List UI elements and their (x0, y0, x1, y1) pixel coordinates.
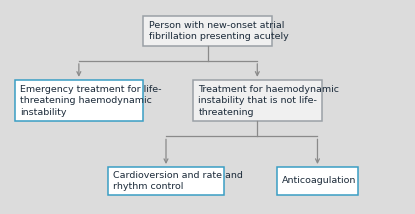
FancyBboxPatch shape (108, 167, 224, 195)
FancyBboxPatch shape (193, 80, 322, 122)
Text: Person with new-onset atrial
fibrillation presenting acutely: Person with new-onset atrial fibrillatio… (149, 21, 288, 41)
Text: Cardioversion and rate and
rhythm control: Cardioversion and rate and rhythm contro… (113, 171, 243, 191)
FancyBboxPatch shape (15, 80, 143, 122)
Text: Emergency treatment for life-
threatening haemodynamic
instability: Emergency treatment for life- threatenin… (20, 85, 161, 117)
Text: Treatment for haemodynamic
instability that is not life-
threatening: Treatment for haemodynamic instability t… (198, 85, 339, 117)
FancyBboxPatch shape (277, 167, 358, 195)
FancyBboxPatch shape (143, 16, 272, 46)
Text: Anticoagulation: Anticoagulation (282, 176, 357, 185)
